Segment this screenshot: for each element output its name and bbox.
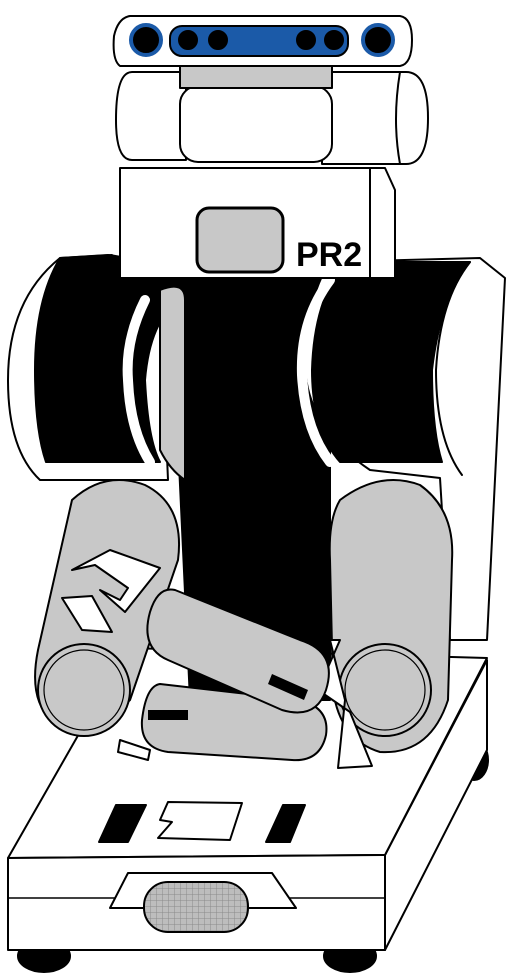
right-wide-camera — [361, 23, 395, 57]
head-face-panel — [179, 85, 333, 163]
left-shoulder — [7, 254, 181, 481]
base-top-slot-left — [98, 804, 147, 843]
torso-gray-column — [159, 285, 186, 481]
right-wrist-gripper — [317, 639, 373, 769]
stereo-lens-2 — [208, 30, 228, 50]
base-vent-grille — [143, 881, 249, 933]
head-pan-block: PR2 — [119, 167, 396, 279]
left-elbow-joint — [37, 643, 131, 737]
forearms — [117, 588, 373, 769]
head-display-screen — [195, 206, 285, 274]
right-forearm-slot — [268, 674, 308, 700]
stereo-lens-3 — [296, 30, 316, 50]
model-label: PR2 — [296, 236, 362, 274]
left-forearm-slot — [148, 710, 188, 720]
right-head-pod — [321, 71, 429, 165]
stereo-lens-1 — [178, 30, 198, 50]
right-arm — [328, 479, 454, 754]
stereo-lens-4 — [324, 30, 344, 50]
head — [112, 15, 429, 165]
left-gripper — [71, 549, 161, 613]
left-wide-camera — [129, 23, 163, 57]
base-top-slot-right — [265, 804, 306, 843]
left-head-pod — [115, 71, 187, 161]
base-top-hatch — [157, 801, 243, 841]
right-shoulder — [296, 257, 506, 641]
right-shoulder-black-band — [311, 261, 471, 463]
